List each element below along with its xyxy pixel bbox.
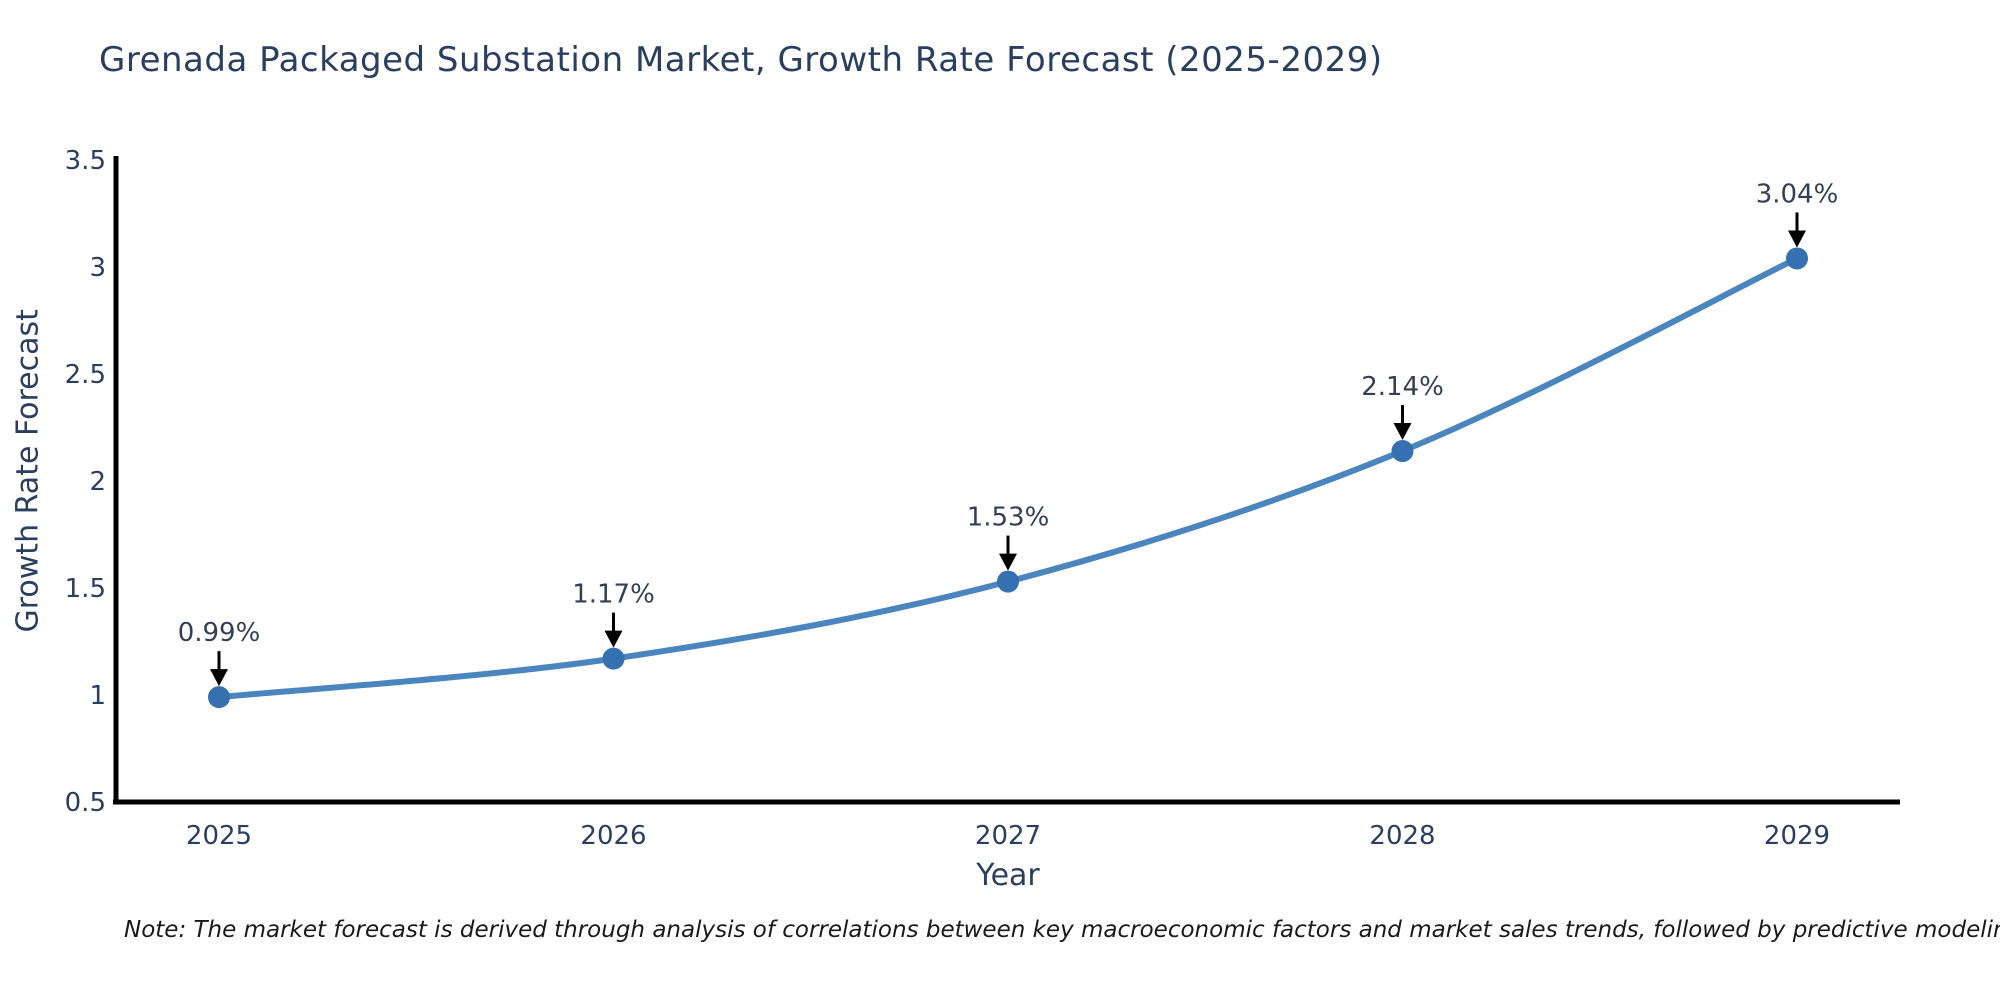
x-tick-label: 2025: [186, 821, 252, 851]
data-point-marker: [1391, 440, 1414, 463]
data-point-marker: [997, 570, 1019, 593]
y-tick-label: 1: [89, 681, 106, 711]
data-point-label: 1.17%: [572, 580, 655, 610]
y-tick-label: 2.5: [65, 360, 106, 390]
x-tick-label: 2029: [1764, 821, 1830, 851]
data-point-label: 0.99%: [178, 618, 261, 648]
x-tick-label: 2028: [1369, 821, 1435, 851]
annotation-arrowhead: [210, 669, 228, 687]
y-tick-label: 2: [89, 467, 106, 497]
x-axis-title: Year: [976, 858, 1040, 893]
y-tick-label: 0.5: [65, 788, 106, 818]
data-point-marker: [602, 647, 625, 670]
y-tick-label: 3: [89, 253, 106, 283]
forecast-line: [216, 255, 1800, 701]
annotation-arrowhead: [1788, 230, 1806, 248]
annotation-arrowhead: [604, 630, 623, 648]
annotation-arrowhead: [999, 553, 1017, 571]
data-point-label: 1.53%: [967, 503, 1050, 533]
data-point-label: 2.14%: [1361, 372, 1444, 402]
footnote: Note: The market forecast is derived thr…: [124, 917, 2000, 943]
y-tick-label: 1.5: [65, 574, 106, 604]
chart-title: Grenada Packaged Substation Market, Grow…: [99, 40, 1383, 80]
annotation-arrowhead: [1393, 423, 1412, 441]
data-point-marker: [1786, 247, 1808, 270]
data-point-label: 3.04%: [1756, 179, 1839, 209]
y-tick-label: 3.5: [65, 146, 106, 176]
data-point-marker: [208, 686, 230, 709]
x-tick-label: 2026: [580, 821, 646, 851]
x-tick-label: 2027: [975, 821, 1041, 851]
